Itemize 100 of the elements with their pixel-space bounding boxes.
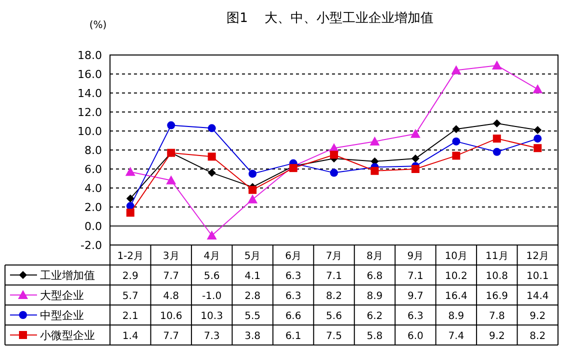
y-tick-label: 10.0: [78, 125, 102, 138]
point: [208, 168, 216, 177]
data-label: 10.3: [200, 311, 223, 322]
x-tick-label: 6月: [285, 251, 302, 262]
data-label: 5.8: [366, 331, 383, 342]
y-tick-label: 14.0: [78, 87, 102, 100]
data-label: 10.1: [526, 271, 549, 282]
chart-title: 图1 大、中、小型工业企业增加值: [226, 11, 434, 26]
data-label: 5.6: [204, 271, 220, 282]
point: [208, 152, 216, 161]
point: [410, 128, 420, 138]
x-tick-label: 1-2月: [117, 251, 144, 262]
data-label: 3.8: [244, 331, 260, 342]
data-label: 6.3: [285, 271, 302, 282]
data-label: 8.9: [448, 311, 464, 322]
x-tick-label: 8月: [366, 251, 383, 262]
data-label: 4.1: [244, 271, 260, 282]
point: [167, 121, 176, 130]
point: [411, 154, 420, 163]
legend-label: 中型企业: [40, 309, 84, 322]
x-tick-label: 11月: [486, 251, 508, 262]
y-tick-label: 6.0: [84, 163, 102, 176]
point: [492, 134, 501, 143]
data-label: 2.8: [244, 291, 260, 302]
legend-label: 大型企业: [40, 289, 84, 302]
data-label: 2.1: [122, 311, 138, 322]
data-label: 7.7: [163, 331, 180, 342]
y-tick-label: 4.0: [84, 182, 102, 195]
y-tick-label: 18.0: [78, 49, 102, 62]
x-tick-label: 4月: [204, 251, 220, 262]
data-label: 7.8: [488, 311, 505, 322]
point: [248, 186, 257, 194]
data-label: 7.5: [326, 331, 342, 342]
data-label: 10.2: [445, 271, 468, 282]
x-tick-label: 3月: [162, 251, 180, 262]
x-tick-label: 10月: [444, 251, 468, 262]
data-label: 4.8: [163, 291, 180, 302]
data-label: 7.7: [163, 271, 180, 282]
data-label: 8.9: [366, 291, 383, 302]
x-tick-label: 5月: [244, 251, 261, 262]
point: [492, 119, 501, 128]
point: [370, 136, 380, 146]
legend-label: 小微型企业: [40, 329, 95, 342]
y-tick-label: 0.0: [84, 220, 102, 233]
point: [451, 65, 462, 74]
data-label: 6.3: [408, 311, 424, 322]
data-label: 6.1: [285, 331, 302, 342]
x-tick-label: 9月: [407, 251, 424, 262]
point: [534, 134, 542, 143]
y-axis-title: (%): [89, 20, 107, 31]
point: [452, 137, 460, 146]
point: [370, 166, 379, 175]
data-label: 5.6: [326, 311, 342, 322]
data-label: 9.7: [408, 291, 424, 302]
point: [125, 166, 136, 176]
point: [248, 170, 257, 178]
point: [330, 150, 338, 159]
y-tick-label: 16.0: [78, 68, 102, 81]
point: [248, 194, 258, 204]
x-tick-label: 12月: [526, 251, 550, 262]
data-label: 6.2: [366, 311, 383, 322]
data-label: 2.9: [122, 271, 138, 282]
data-label: 9.2: [530, 311, 546, 322]
y-tick-label: -2.0: [80, 239, 102, 252]
point: [330, 168, 338, 177]
point: [411, 165, 420, 173]
data-label: 14.4: [526, 291, 549, 302]
data-label: 10.8: [486, 271, 508, 282]
x-tick-label: 7月: [326, 251, 342, 262]
point: [166, 175, 176, 184]
y-tick-label: 12.0: [78, 106, 102, 119]
data-label: 7.3: [204, 331, 220, 342]
data-label: 6.0: [408, 331, 424, 342]
point: [208, 124, 216, 132]
point: [452, 152, 460, 160]
data-label: 6.8: [366, 271, 383, 282]
point: [452, 125, 460, 134]
data-label: 6.3: [285, 291, 302, 302]
data-label: 5.5: [244, 311, 260, 322]
data-label: 8.2: [326, 291, 342, 302]
data-label: 9.2: [488, 331, 505, 342]
data-label: 5.7: [122, 291, 138, 302]
data-label: 16.9: [486, 291, 508, 302]
point: [126, 194, 134, 202]
data-label: 6.6: [285, 311, 302, 322]
data-label: 1.4: [122, 331, 138, 342]
data-label: 7.4: [448, 331, 464, 342]
legend-label: 工业增加值: [40, 269, 95, 282]
data-label: 7.1: [408, 271, 424, 282]
y-tick-label: 8.0: [84, 144, 102, 157]
point: [206, 230, 217, 240]
point: [534, 144, 542, 152]
point: [126, 208, 134, 217]
data-label: -1.0: [202, 291, 222, 302]
point: [534, 126, 542, 134]
point: [532, 84, 543, 94]
data-label: 16.4: [445, 291, 468, 302]
data-label: 8.2: [530, 331, 546, 342]
point: [492, 60, 502, 70]
point: [492, 148, 501, 156]
